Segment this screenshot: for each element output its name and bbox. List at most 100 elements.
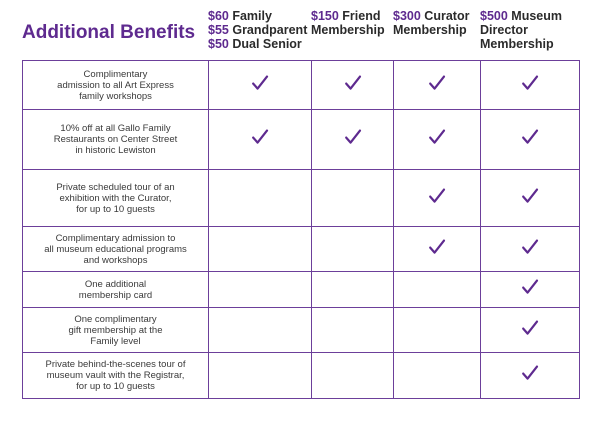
check-cell-family — [208, 307, 312, 353]
check-cell-family — [208, 271, 312, 308]
benefit-text-line: 10% off at all Gallo Family — [60, 123, 171, 134]
benefit-text-line: membership card — [78, 289, 153, 301]
check-cell-friend — [311, 60, 394, 110]
column-header-line: Membership — [311, 23, 385, 37]
benefit-text-line: in historic Lewiston — [75, 145, 156, 156]
checkmark-icon — [428, 238, 446, 256]
benefit-text-line: Private scheduled tour of an — [56, 181, 175, 193]
checkmark-icon — [428, 187, 446, 205]
benefit-text-line: One additional — [84, 278, 147, 290]
table-row: Complimentary admission to all museum edu… — [22, 226, 580, 272]
check-cell-curator — [393, 226, 481, 272]
check-cell-friend — [311, 271, 394, 308]
tier-label: Friend — [342, 9, 381, 23]
checkmark-icon — [521, 278, 539, 296]
column-header-line: $500 Museum — [480, 9, 562, 23]
benefit-text-line: family workshops — [79, 90, 152, 102]
benefit-text-line: all museum educational programs — [44, 243, 187, 255]
column-header-line: Director — [480, 23, 562, 37]
tier-label: Curator — [424, 9, 470, 23]
benefit-cell: Private scheduled tour of an exhibition w… — [22, 169, 209, 227]
tier-label: Membership — [393, 23, 467, 37]
table-row: One complimentary gift membership at the F… — [22, 307, 580, 353]
table-row: One additional membership card — [22, 271, 580, 308]
check-cell-friend — [311, 109, 394, 170]
price-label: $50 — [208, 37, 229, 51]
benefit-text-line: gift membership at the — [68, 324, 163, 336]
checkmark-icon — [521, 238, 539, 256]
column-header-director: $500 Museum Director Membership — [480, 9, 562, 51]
tier-label: Museum — [511, 9, 562, 23]
column-header-line: $50 Dual Senior — [208, 37, 307, 51]
check-cell-director — [480, 60, 580, 110]
check-cell-family — [208, 226, 312, 272]
tier-label: Membership — [480, 37, 554, 51]
column-header-line: $150 Friend — [311, 9, 385, 23]
benefit-cell: 10% off at all Gallo Family Restaurants o… — [22, 109, 209, 170]
benefit-cell: Private behind-the-scenes tour of museum … — [22, 352, 209, 399]
tier-label: Family — [232, 9, 272, 23]
check-cell-curator — [393, 271, 481, 308]
benefits-table-body: Complimentary admission to all Art Expres… — [22, 60, 580, 399]
benefit-cell: Complimentary admission to all Art Expres… — [22, 60, 209, 110]
benefit-cell: One complimentary gift membership at the F… — [22, 307, 209, 353]
table-row: Private behind-the-scenes tour of museum … — [22, 352, 580, 399]
check-cell-curator — [393, 307, 481, 353]
price-label: $55 — [208, 23, 229, 37]
tier-label: Director — [480, 23, 528, 37]
checkmark-icon — [521, 187, 539, 205]
column-header-family: $60 Family $55 Grandparent $50 Dual Seni… — [208, 9, 307, 51]
check-cell-family — [208, 60, 312, 110]
tier-label: Grandparent — [232, 23, 308, 37]
checkmark-icon — [251, 74, 269, 92]
checkmark-icon — [521, 74, 539, 92]
check-cell-director — [480, 271, 580, 308]
check-cell-director — [480, 352, 580, 399]
column-header-line: $300 Curator — [393, 9, 469, 23]
benefit-text-line: for up to 10 guests — [76, 381, 155, 392]
benefit-text-line: Family level — [90, 335, 141, 347]
checkmark-icon — [251, 128, 269, 146]
benefit-text-line: museum vault with the Registrar, — [46, 370, 185, 381]
benefit-text-line: Private behind-the-scenes tour of — [45, 359, 186, 370]
column-header-line: $60 Family — [208, 9, 307, 23]
column-header-line: Membership — [393, 23, 469, 37]
checkmark-icon — [344, 128, 362, 146]
checkmark-icon — [344, 74, 362, 92]
table-row: Complimentary admission to all Art Expres… — [22, 60, 580, 110]
benefits-table: Complimentary admission to all Art Expres… — [22, 60, 580, 399]
benefit-cell: One additional membership card — [22, 271, 209, 308]
checkmark-icon — [428, 74, 446, 92]
benefit-cell: Complimentary admission to all museum edu… — [22, 226, 209, 272]
column-header-curator: $300 Curator Membership — [393, 9, 469, 37]
column-header-friend: $150 Friend Membership — [311, 9, 385, 37]
check-cell-friend — [311, 307, 394, 353]
column-header-line: $55 Grandparent — [208, 23, 307, 37]
check-cell-curator — [393, 109, 481, 170]
checkmark-icon — [521, 364, 539, 382]
benefit-text-line: Restaurants on Center Street — [53, 134, 178, 145]
check-cell-friend — [311, 352, 394, 399]
check-cell-curator — [393, 60, 481, 110]
check-cell-curator — [393, 352, 481, 399]
column-header-line: Membership — [480, 37, 562, 51]
checkmark-icon — [521, 319, 539, 337]
check-cell-curator — [393, 169, 481, 227]
benefit-text-line: exhibition with the Curator, — [59, 192, 172, 204]
benefit-text-line: admission to all Art Express — [57, 79, 174, 91]
benefit-text-line: and workshops — [83, 254, 148, 266]
check-cell-director — [480, 226, 580, 272]
check-cell-director — [480, 307, 580, 353]
check-cell-director — [480, 169, 580, 227]
checkmark-icon — [428, 128, 446, 146]
price-label: $500 — [480, 9, 508, 23]
tier-label: Dual Senior — [232, 37, 302, 51]
table-row: Private scheduled tour of an exhibition w… — [22, 169, 580, 227]
page-title: Additional Benefits — [22, 22, 196, 43]
check-cell-family — [208, 169, 312, 227]
benefit-text-line: Complimentary admission to — [55, 232, 176, 244]
price-label: $150 — [311, 9, 339, 23]
tier-label: Membership — [311, 23, 385, 37]
check-cell-friend — [311, 169, 394, 227]
check-cell-family — [208, 352, 312, 399]
